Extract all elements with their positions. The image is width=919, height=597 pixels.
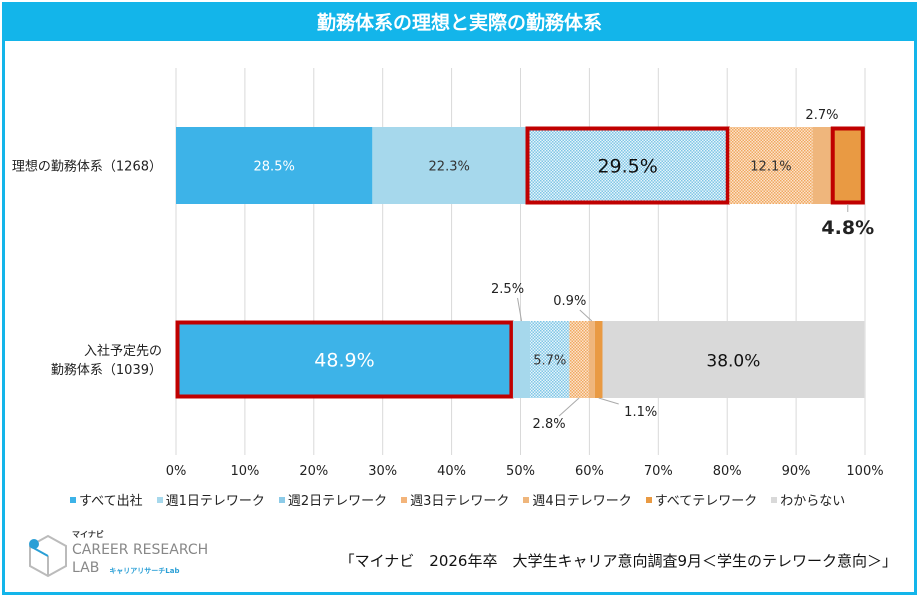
highlight-box: [175, 320, 514, 399]
data-label: 22.3%: [429, 160, 470, 175]
data-label: 0.9%: [553, 294, 586, 309]
leader-line: [558, 397, 580, 417]
data-label: 5.7%: [533, 354, 566, 369]
legend-item: 週2日テレワーク: [278, 490, 388, 509]
legend-swatch: [645, 496, 652, 503]
x-tick-label: 30%: [368, 464, 397, 479]
logo-brand: マイナビ: [72, 530, 104, 539]
highlight-box: [830, 126, 865, 205]
x-tick-label: 20%: [299, 464, 328, 479]
x-tick-label: 0%: [166, 464, 187, 479]
source-note: 「マイナビ 2026年卒 大学生キャリア意向調査9月＜学生のテレワーク意向＞」: [339, 552, 897, 570]
bar-segment: [729, 127, 813, 204]
category-label: 理想の勤務体系（1268）: [12, 159, 162, 175]
logo-cube-icon: [29, 534, 67, 578]
category-label: 入社予定先の: [84, 343, 162, 359]
data-label: 29.5%: [597, 156, 657, 178]
legend-swatch: [70, 496, 76, 503]
legend-label: 週3日テレワーク: [410, 494, 510, 509]
bar-segment: [176, 321, 513, 398]
legend-item: すべて出社: [70, 490, 143, 509]
data-label: 2.5%: [491, 282, 524, 297]
x-tick-label: 10%: [230, 464, 259, 479]
x-tick-label: 60%: [575, 464, 604, 479]
legend-label: 週2日テレワーク: [287, 494, 388, 509]
logo-line3: キャリアリサーチLab: [109, 567, 180, 575]
bar-segment: [512, 321, 531, 398]
data-label: 2.7%: [805, 108, 838, 123]
data-label: 1.1%: [624, 405, 657, 420]
legend-label: すべて出社: [79, 494, 143, 509]
bar-segment: [812, 127, 832, 204]
data-label: 2.8%: [533, 417, 566, 432]
legend-label: わからない: [780, 494, 846, 509]
leader-line: [598, 397, 619, 405]
data-label: 12.1%: [750, 160, 791, 175]
bar-segment: [176, 127, 373, 204]
x-tick-label: 40%: [437, 464, 466, 479]
data-label: 38.0%: [706, 352, 760, 372]
logo-line1: CAREER RESEARCH: [72, 542, 209, 558]
legend-label: すべてテレワーク: [654, 494, 758, 509]
bar-segment: [594, 321, 603, 398]
x-tick-label: 80%: [713, 464, 742, 479]
highlight-box: [525, 126, 730, 205]
chart-title: 勤務体系の理想と実際の勤務体系: [5, 5, 914, 41]
x-tick-label: 70%: [644, 464, 673, 479]
legend: すべて出社 週1日テレワーク 週2日テレワーク 週3日テレワーク 週4日テレワーク すべて…: [70, 490, 845, 509]
data-label: 4.8%: [821, 217, 874, 239]
data-label: 48.9%: [314, 350, 374, 372]
bar-segment: [602, 321, 865, 398]
x-tick-label: 90%: [782, 464, 811, 479]
legend-label: 週4日テレワーク: [532, 494, 632, 509]
legend-label: 週1日テレワーク: [165, 494, 265, 509]
x-tick-label: 100%: [846, 464, 883, 479]
bar-segment: [530, 321, 570, 398]
bar-segment: [372, 127, 527, 204]
legend-swatch: [278, 496, 285, 503]
leader-line: [517, 297, 523, 322]
data-label: 28.5%: [254, 160, 295, 175]
logo-line2: LAB: [72, 560, 100, 576]
legend-swatch: [156, 496, 163, 503]
bar-segment: [588, 321, 595, 398]
legend-item: 週1日テレワーク: [156, 490, 265, 509]
leader-line: [579, 309, 593, 322]
logo-text: マイナビ CAREER RESEARCH LAB キャリアリサーチLab: [72, 530, 208, 576]
category-label: 勤務体系（1039）: [51, 363, 162, 378]
bar-segment: [831, 127, 865, 204]
x-tick-label: 50%: [506, 464, 535, 479]
legend-swatch: [771, 496, 778, 503]
legend-item: すべてテレワーク: [645, 490, 758, 509]
legend-item: わからない: [771, 490, 845, 509]
bar-segment: [526, 127, 730, 204]
legend-item: 週4日テレワーク: [523, 490, 632, 509]
legend-swatch: [523, 496, 530, 503]
bar-segment: [569, 321, 589, 398]
legend-item: 週3日テレワーク: [401, 490, 509, 509]
career-research-lab-logo: マイナビ CAREER RESEARCH LAB キャリアリサーチLab: [26, 530, 226, 586]
legend-swatch: [401, 496, 408, 503]
